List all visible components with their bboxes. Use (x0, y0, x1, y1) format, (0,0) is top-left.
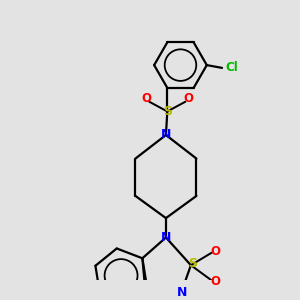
Text: N: N (161, 231, 171, 244)
Text: N: N (161, 128, 171, 142)
Text: S: S (188, 257, 197, 270)
Text: Cl: Cl (225, 61, 238, 74)
Text: S: S (163, 105, 172, 118)
Text: O: O (211, 245, 221, 258)
Text: O: O (183, 92, 193, 106)
Text: O: O (211, 275, 221, 288)
Text: O: O (142, 92, 152, 106)
Text: N: N (177, 286, 188, 299)
